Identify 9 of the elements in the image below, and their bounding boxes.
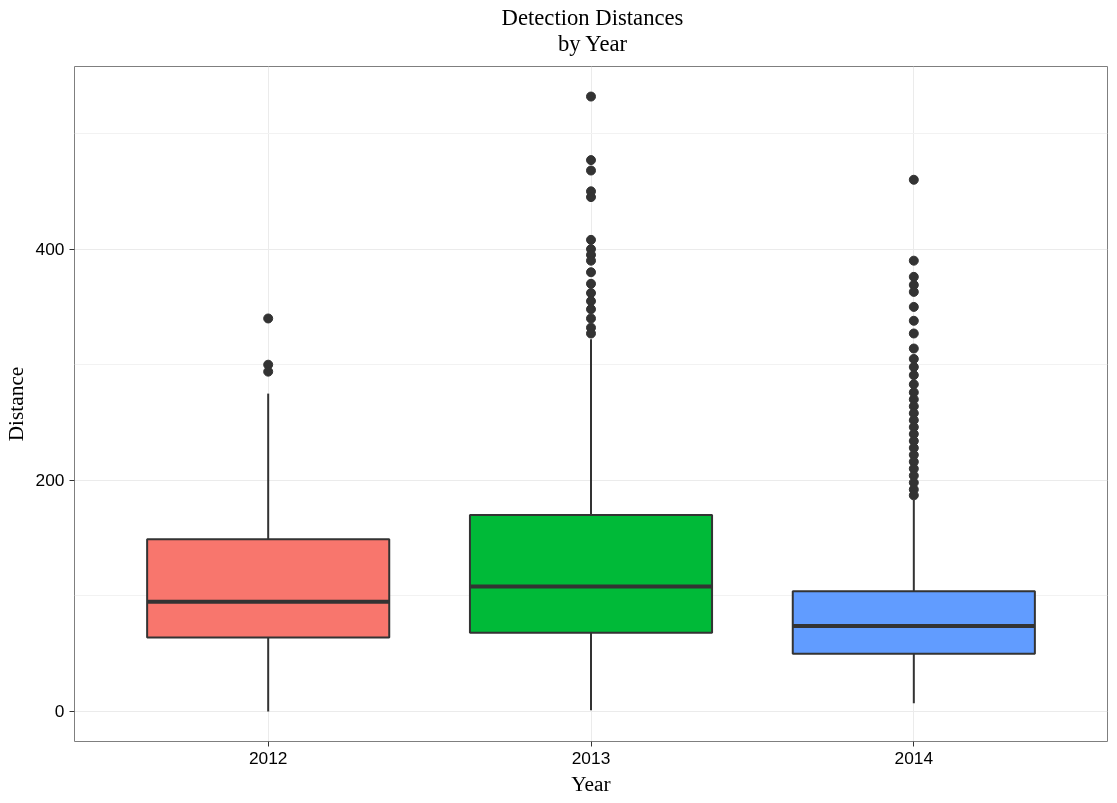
y-tick-label: 200 [35, 470, 65, 491]
x-tick-label: 2013 [571, 747, 611, 768]
y-tick-label: 0 [54, 701, 65, 722]
x-axis-title: Year [571, 771, 611, 796]
chart-title: Detection Distances by Year [501, 5, 684, 58]
x-tick-label: 2014 [894, 747, 934, 768]
y-axis-title: Distance [3, 366, 28, 442]
x-tick-label: 2012 [248, 747, 288, 768]
y-tick-label: 400 [35, 239, 65, 260]
